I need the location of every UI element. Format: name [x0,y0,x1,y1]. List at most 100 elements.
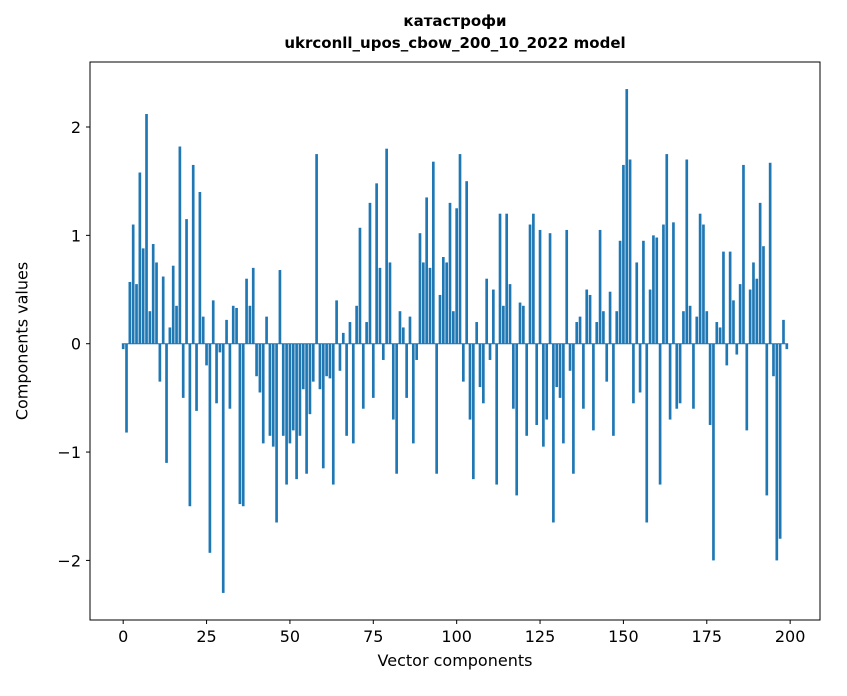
x-tick-label: 175 [692,627,723,646]
bar [515,343,519,496]
bar [305,343,308,474]
bar [248,305,252,344]
bar [138,172,142,344]
bar [228,343,232,409]
y-tick-label: 0 [71,335,81,354]
bar [548,233,552,344]
bar [712,343,715,561]
bar [655,237,659,344]
bar [391,343,395,420]
bar [528,224,532,344]
bar [375,183,378,344]
bar [725,343,729,366]
bar [395,343,398,474]
bar [482,343,485,404]
bar [361,343,365,409]
bar [642,240,645,344]
bar [241,343,245,507]
bar [238,343,242,505]
y-axis-label: Components values [12,261,32,421]
bar [462,343,465,382]
bar [718,327,722,344]
bar [555,343,559,388]
bar [351,343,355,444]
bar [675,343,679,409]
bar [325,343,328,377]
bar [315,154,318,344]
chart-title: катастрофи ukrconll_upos_cbow_200_10_202… [90,10,820,54]
bar [495,343,499,485]
bar [672,222,675,344]
bar [648,289,652,344]
bar [552,343,555,523]
bar [261,343,265,444]
y-tick-label: −1 [57,443,81,462]
bar [745,343,749,431]
x-tick-label: 0 [118,627,128,646]
bar [645,343,649,523]
bar [582,343,585,409]
bar [758,202,762,344]
bar [692,343,695,409]
bar [331,343,335,485]
bar [225,319,228,344]
bar [662,224,665,344]
bar [381,343,385,360]
bar [428,267,432,344]
bar [652,235,655,344]
bar [265,316,268,344]
bar [125,343,128,433]
bar [175,305,178,344]
bar [545,343,549,420]
bar [468,343,472,420]
bar [532,213,535,344]
bar [698,213,702,344]
bar [201,316,205,344]
bar [665,154,669,344]
bar [485,278,489,344]
bar [291,343,295,431]
x-tick-label: 50 [280,627,300,646]
bar [368,202,372,344]
bar [708,343,712,425]
bar [185,219,188,344]
bar [488,343,492,360]
bar [181,343,185,398]
bar [578,316,582,344]
bar [338,343,342,371]
bar [755,278,759,344]
bar [448,202,452,344]
bar [632,343,635,404]
bar [151,244,155,344]
bar [685,159,689,344]
bar [308,343,312,415]
bar [421,262,425,344]
x-tick-label: 125 [525,627,556,646]
bar [498,213,502,344]
bar [328,343,332,379]
bar [742,164,745,344]
bar [722,251,725,344]
bar [475,322,479,344]
bar [738,284,742,344]
bar [778,343,782,539]
bar [682,311,685,344]
bar [608,291,612,344]
bar [298,343,302,436]
bar [618,240,622,344]
bar [388,262,392,344]
bar [702,224,705,344]
bar [785,343,789,350]
bar [398,311,402,344]
bar [311,343,315,382]
bar [415,343,418,360]
chart-title-word: катастрофи [403,12,507,30]
bar [371,343,375,398]
bar [385,148,388,344]
bar [748,289,752,344]
bar [218,343,222,353]
bar [695,316,699,344]
bar [235,307,238,344]
bar [615,311,619,344]
bar [598,229,602,344]
